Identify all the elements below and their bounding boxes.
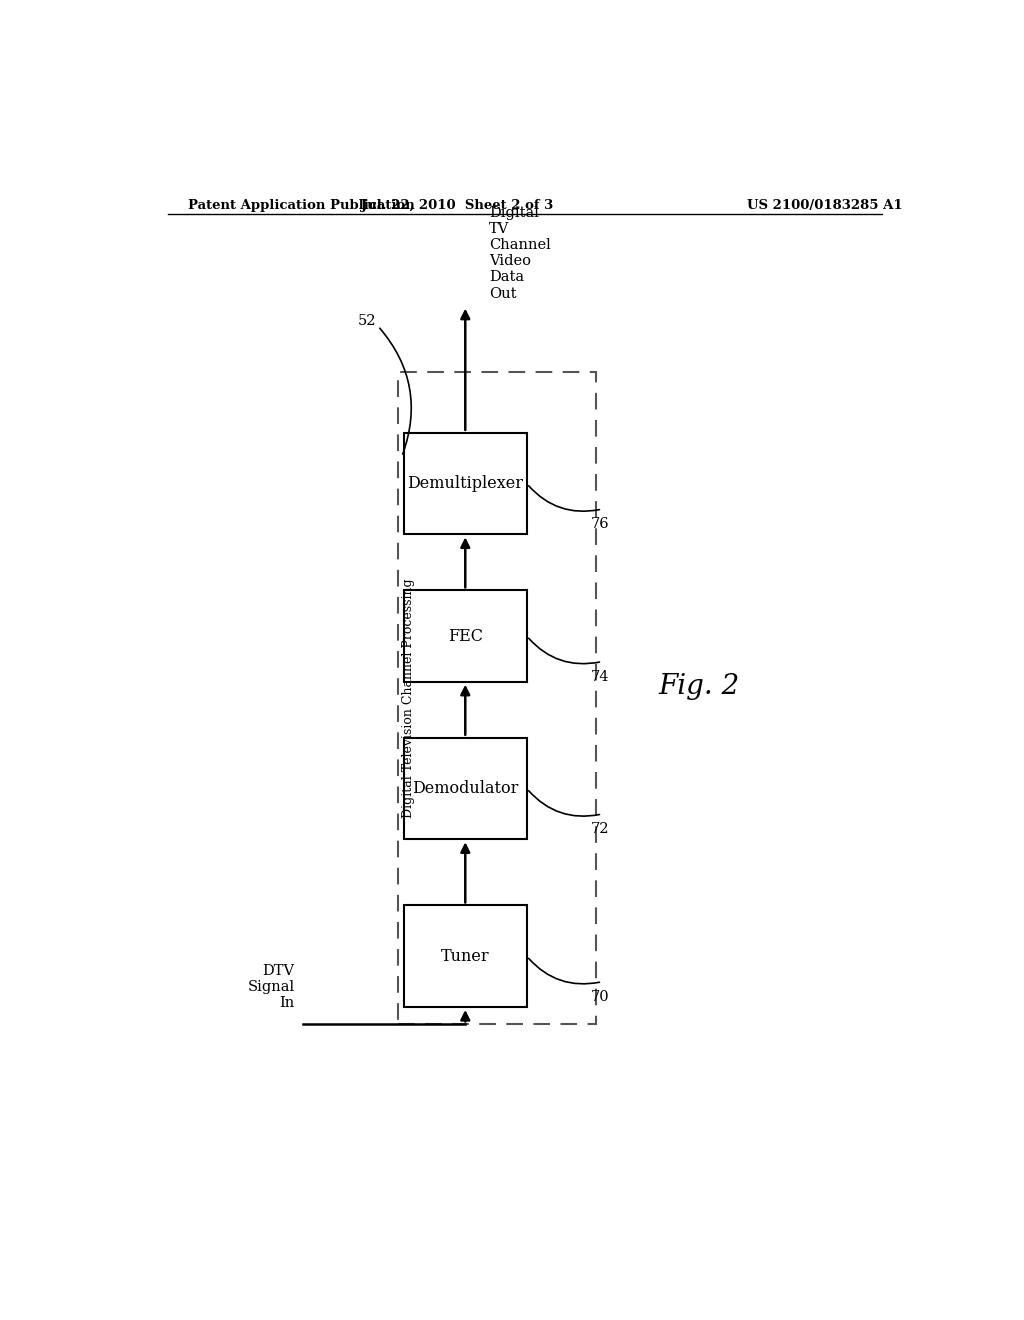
Text: 74: 74 [590, 669, 609, 684]
Text: 72: 72 [590, 822, 609, 836]
Text: Jul. 22, 2010  Sheet 2 of 3: Jul. 22, 2010 Sheet 2 of 3 [361, 199, 553, 213]
Text: Demultiplexer: Demultiplexer [408, 475, 523, 492]
Text: Demodulator: Demodulator [412, 780, 518, 797]
Bar [397, 372, 596, 1024]
Text: 52: 52 [358, 314, 377, 329]
Text: 76: 76 [590, 517, 609, 531]
Text: Digital
TV
Channel
Video
Data
Out: Digital TV Channel Video Data Out [489, 206, 551, 301]
Bar [403, 906, 526, 1007]
Text: DTV
Signal
In: DTV Signal In [248, 964, 295, 1010]
Bar [403, 738, 526, 840]
Text: Patent Application Publication: Patent Application Publication [187, 199, 415, 213]
Bar [403, 433, 526, 535]
Text: US 2100/0183285 A1: US 2100/0183285 A1 [748, 199, 902, 213]
Text: Fig. 2: Fig. 2 [658, 673, 740, 701]
Bar [403, 590, 526, 682]
Text: Digital Television Channel Processing: Digital Television Channel Processing [401, 578, 415, 818]
Text: FEC: FEC [447, 627, 482, 644]
Text: Tuner: Tuner [441, 948, 489, 965]
Text: 70: 70 [590, 990, 609, 1003]
